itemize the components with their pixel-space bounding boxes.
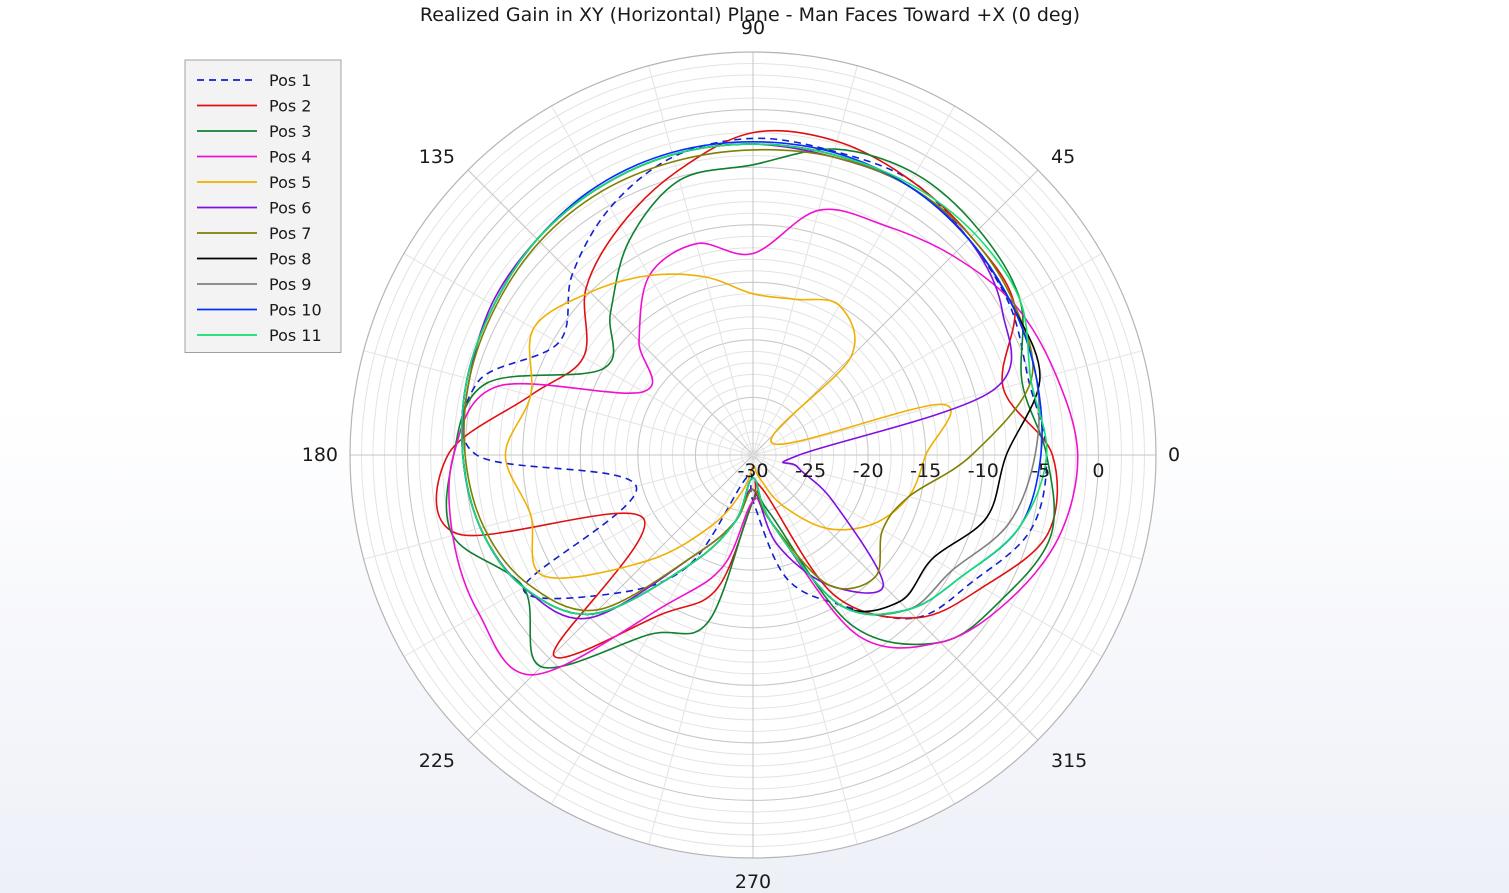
radial-tick-label: 0 — [1092, 460, 1104, 482]
legend-label-pos-8: Pos 8 — [269, 250, 311, 269]
series-line-pos-4 — [448, 208, 1079, 676]
radial-tick-label: -15 — [910, 460, 941, 482]
outer-ring — [349, 51, 1157, 859]
legend-label-pos-4: Pos 4 — [269, 148, 311, 167]
radial-tick-label: -30 — [737, 460, 768, 482]
radial-grid-line — [752, 454, 955, 805]
radial-grid-line — [752, 105, 955, 456]
radial-grid-line — [551, 105, 754, 456]
radial-tick-label: -10 — [968, 460, 999, 482]
series-line-pos-2 — [435, 129, 1059, 659]
radial-grid-line — [648, 65, 754, 456]
radial-grid-line — [363, 454, 754, 560]
radial-grid-line — [752, 253, 1103, 456]
angle-tick-label: 180 — [302, 444, 338, 466]
angle-tick-label: 315 — [1051, 750, 1087, 772]
angle-tick-label: 0 — [1168, 444, 1180, 466]
radial-grid-line — [752, 454, 1039, 741]
legend-label-pos-10: Pos 10 — [269, 301, 322, 320]
legend-label-pos-6: Pos 6 — [269, 199, 311, 218]
series-line-pos-11 — [461, 143, 1048, 616]
angle-tick-label: 270 — [735, 871, 771, 893]
legend-label-pos-7: Pos 7 — [269, 224, 311, 243]
angle-tick-label: 225 — [419, 750, 455, 772]
radial-grid-line — [551, 454, 754, 805]
legend-label-pos-2: Pos 2 — [269, 97, 311, 116]
radial-grid-line — [363, 350, 754, 456]
legend-label-pos-9: Pos 9 — [269, 275, 311, 294]
legend-label-pos-11: Pos 11 — [269, 326, 322, 345]
chart-title: Realized Gain in XY (Horizontal) Plane -… — [420, 4, 1080, 26]
legend-label-pos-5: Pos 5 — [269, 173, 311, 192]
series-line-pos-5 — [504, 273, 952, 579]
legend-label-pos-3: Pos 3 — [269, 122, 311, 141]
radial-grid-line — [752, 65, 858, 456]
radial-grid-line — [403, 454, 754, 657]
radial-grid-line — [752, 454, 1143, 560]
radial-grid-line — [467, 454, 754, 741]
angle-tick-label: 90 — [741, 17, 765, 39]
radial-tick-label: -20 — [853, 460, 884, 482]
radial-tick-label: -25 — [795, 460, 826, 482]
angle-tick-label: 135 — [419, 146, 455, 168]
legend-label-pos-1: Pos 1 — [269, 71, 311, 90]
radial-grid-line — [752, 350, 1143, 456]
angle-tick-label: 45 — [1051, 146, 1075, 168]
radial-grid-line — [752, 454, 1103, 657]
series-line-pos-1 — [461, 137, 1048, 620]
series-group — [435, 129, 1079, 676]
legend-box — [184, 59, 342, 353]
radial-grid-line — [403, 253, 754, 456]
legend: Pos 1 Pos 2 Pos 3 Pos 4 Pos 5 Pos 6 Pos 7 Pos 8… — [184, 59, 342, 353]
axis-labels: 0 45 90 135 180 225 270 315 -30 -25 -20 -15 -10 -5 0 — [302, 17, 1180, 893]
radial-tick-label: -5 — [1031, 460, 1050, 482]
